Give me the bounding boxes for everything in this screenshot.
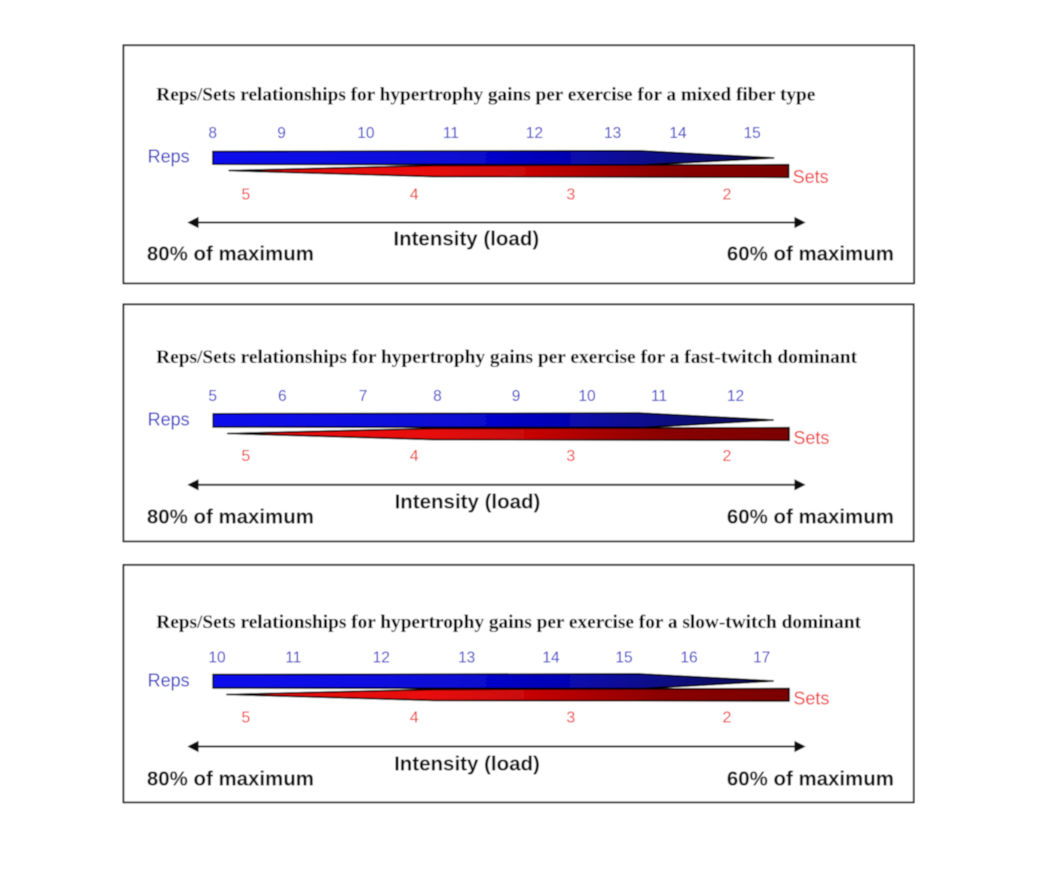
svg-text:12: 12	[727, 388, 744, 405]
svg-text:Reps: Reps	[148, 146, 190, 166]
svg-text:80% of maximum: 80% of maximum	[147, 506, 314, 528]
svg-text:5: 5	[241, 186, 250, 203]
svg-text:60% of maximum: 60% of maximum	[727, 768, 894, 790]
svg-text:14: 14	[542, 649, 560, 666]
svg-text:Intensity (load): Intensity (load)	[395, 490, 541, 513]
svg-text:2: 2	[723, 709, 732, 726]
svg-text:Reps/Sets relationships for hy: Reps/Sets relationships for hypertrophy …	[156, 347, 858, 368]
svg-text:Sets: Sets	[793, 688, 829, 708]
svg-text:Intensity (load): Intensity (load)	[393, 228, 539, 251]
svg-text:5: 5	[241, 709, 250, 726]
svg-text:60% of maximum: 60% of maximum	[727, 506, 894, 528]
svg-text:4: 4	[410, 448, 419, 465]
svg-text:17: 17	[753, 649, 770, 666]
svg-text:4: 4	[410, 186, 419, 203]
svg-text:Sets: Sets	[793, 167, 829, 187]
svg-text:80% of maximum: 80% of maximum	[147, 244, 314, 266]
svg-text:Intensity (load): Intensity (load)	[394, 753, 540, 776]
svg-text:3: 3	[566, 448, 575, 465]
svg-text:11: 11	[443, 125, 459, 142]
svg-text:5: 5	[208, 388, 217, 405]
svg-text:80% of maximum: 80% of maximum	[147, 768, 314, 790]
svg-text:9: 9	[512, 388, 521, 405]
svg-text:10: 10	[578, 388, 596, 405]
svg-text:11: 11	[285, 649, 301, 666]
svg-text:14: 14	[669, 125, 687, 142]
svg-text:13: 13	[458, 649, 475, 666]
svg-text:2: 2	[723, 448, 732, 465]
svg-text:8: 8	[433, 388, 442, 405]
svg-text:16: 16	[680, 649, 697, 666]
svg-text:7: 7	[359, 388, 368, 405]
svg-text:9: 9	[277, 125, 286, 142]
svg-text:3: 3	[566, 186, 575, 203]
svg-text:8: 8	[208, 125, 217, 142]
svg-text:5: 5	[241, 448, 250, 465]
svg-text:15: 15	[744, 125, 761, 142]
svg-text:10: 10	[357, 125, 375, 142]
svg-text:Reps: Reps	[148, 670, 190, 690]
svg-text:13: 13	[604, 125, 621, 142]
svg-text:2: 2	[723, 186, 732, 203]
svg-text:11: 11	[651, 388, 667, 405]
svg-text:Sets: Sets	[793, 428, 829, 448]
svg-text:Reps: Reps	[148, 409, 190, 429]
svg-text:3: 3	[566, 709, 575, 726]
svg-text:10: 10	[208, 649, 226, 666]
svg-text:Reps/Sets relationships for hy: Reps/Sets relationships for hypertrophy …	[156, 84, 815, 105]
svg-text:4: 4	[410, 709, 419, 726]
svg-text:12: 12	[526, 125, 543, 142]
svg-text:Reps/Sets relationships for hy: Reps/Sets relationships for hypertrophy …	[156, 612, 861, 633]
svg-text:60% of maximum: 60% of maximum	[727, 244, 894, 266]
svg-text:15: 15	[615, 649, 632, 666]
svg-text:6: 6	[278, 388, 287, 405]
svg-text:12: 12	[373, 649, 390, 666]
